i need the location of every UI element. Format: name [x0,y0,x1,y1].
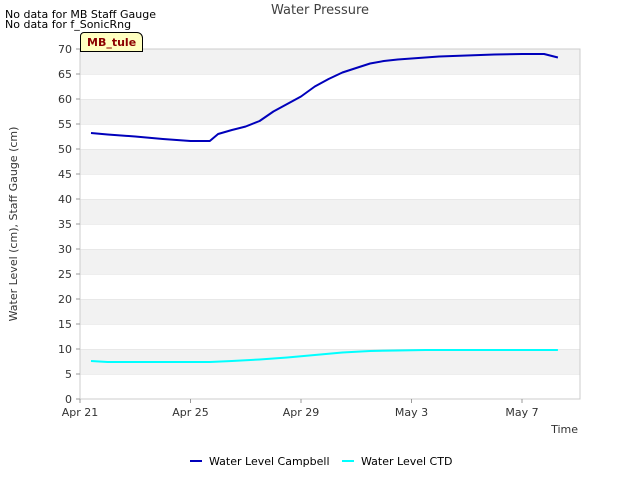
series-lines [90,53,559,363]
legend-label: Water Level CTD [361,455,452,468]
y-tick-label: 20 [58,293,72,306]
y-tick-label: 65 [58,68,72,81]
grid-band [80,299,580,324]
grid-band [80,49,580,74]
y-tick-label: 55 [58,118,72,131]
y-tick-label: 10 [58,343,72,356]
grid-band [80,224,580,249]
y-axis-ticks: 0 5 10 15 20 25 30 35 40 45 50 55 60 65 70 [58,43,80,406]
grid-band [80,174,580,199]
grid-band [80,99,580,124]
x-tick-label: Apr 21 [62,406,99,419]
y-axis-title: Water Level (cm), Staff Gauge (cm) [7,127,20,322]
x-tick-label: Apr 29 [283,406,320,419]
station-label-badge: MB_tule [80,32,144,52]
grid-band [80,374,580,399]
y-tick-label: 25 [58,268,72,281]
y-tick-label: 70 [58,43,72,56]
no-data-note-mb-staff-gauge: No data for MB Staff Gauge [5,8,156,21]
grid-band [80,249,580,274]
no-data-note-sonic-rng: No data for f_SonicRng [5,18,132,31]
y-tick-label: 60 [58,93,72,106]
grid-band [80,274,580,299]
legend-item: Water Level CTD [342,455,452,468]
grid-band [80,124,580,149]
grid-band [80,324,580,349]
y-tick-label: 15 [58,318,72,331]
chart-title: Water Pressure [270,3,370,18]
legend-item: Water Level Campbell [190,455,330,468]
y-tick-label: 35 [58,218,72,231]
y-tick-label: 5 [65,368,72,381]
series-line-water-level-ctd [90,349,558,363]
y-tick-label: 0 [65,393,72,406]
legend: Water Level Campbell Water Level CTD [190,455,452,468]
grid-band [80,149,580,174]
x-axis-title: Time [550,423,578,436]
x-tick-label: May 3 [395,406,428,419]
y-tick-label: 45 [58,168,72,181]
x-tick-label: May 7 [505,406,538,419]
x-tick-label: Apr 25 [172,406,209,419]
series-line-water-level-campbell [90,53,559,142]
grid-band [80,199,580,224]
y-tick-label: 30 [58,243,72,256]
grid-bands [80,48,580,399]
y-tick-label: 40 [58,193,72,206]
x-axis-ticks: Apr 21 Apr 25 Apr 29 May 3 May 7 [62,399,539,419]
legend-label: Water Level Campbell [209,455,330,468]
y-tick-label: 50 [58,143,72,156]
